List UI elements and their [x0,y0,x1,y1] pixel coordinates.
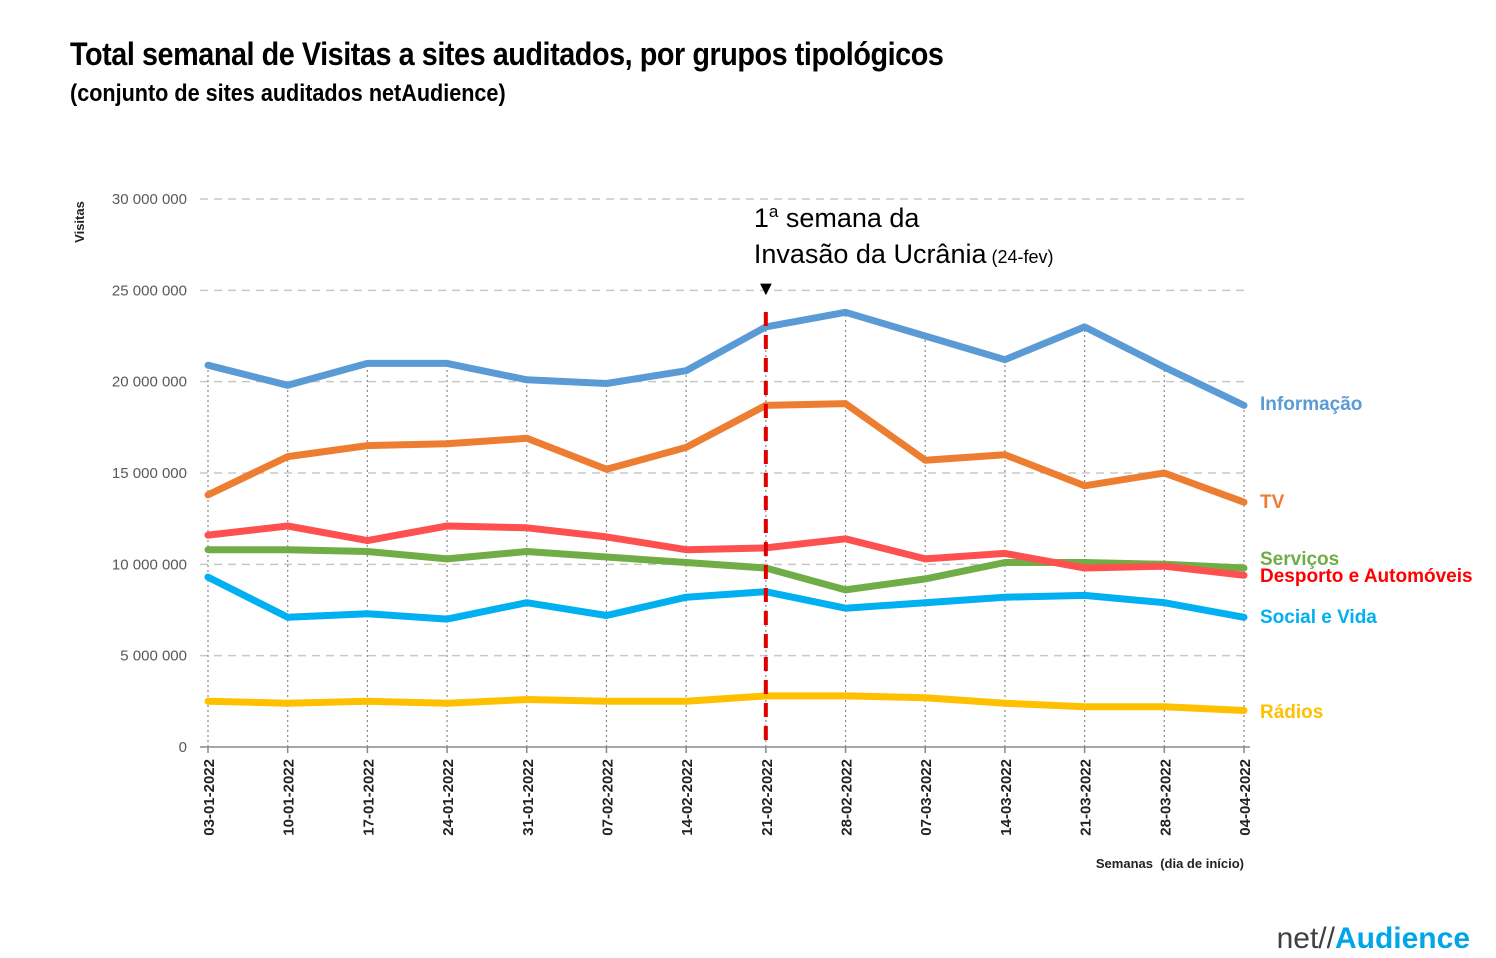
x-tick-label: 03-01-2022 [201,759,218,836]
x-tick-label: 21-02-2022 [759,759,776,836]
y-tick-label: 0 [179,739,187,756]
invasion-annotation: ▼ 1a semana da Invasão da Ucrânia (24-fev) [754,202,1054,747]
series-label: Informação [1260,394,1362,415]
annotation-number: 1 [754,203,769,233]
x-tick-label: 14-02-2022 [679,759,696,836]
series-line [204,522,1248,579]
annotation-rest: semana da [778,203,920,233]
series-label: Social e Vida [1260,607,1377,628]
series-line [204,308,1248,409]
x-tick-label: 10-01-2022 [281,759,298,836]
annotation-marker: ▼ [756,278,776,300]
series-label: Desporto e Automóveis [1260,566,1473,587]
y-tick-label: 10 000 000 [112,556,187,573]
x-tick-label: 04-04-2022 [1237,759,1254,836]
netaudience-logo: net//Audience [1277,922,1470,955]
chart-subtitle: (conjunto de sites auditados netAudience… [70,80,506,107]
y-axis-label: Visitas [72,201,87,243]
x-tick-label: 31-01-2022 [520,759,537,836]
series-label: TV [1260,492,1285,513]
y-axis-ticks: 0 5 000 000 10 000 000 15 000 000 20 000 000… [112,191,187,756]
x-axis-label: Semanas (dia de início) [1096,856,1244,871]
x-tick-label: 07-03-2022 [918,759,935,836]
annotation-text: Invasão da Ucrânia [754,239,988,269]
y-tick-label: 15 000 000 [112,465,187,482]
logo-net: net// [1277,922,1336,955]
series-line [204,400,1248,506]
x-tick-label: 28-03-2022 [1157,759,1174,836]
series-line [204,573,1248,623]
x-tick-label: 07-02-2022 [599,759,616,836]
y-tick-label: 25 000 000 [112,282,187,299]
gridlines [200,198,1250,753]
x-tick-label: 17-01-2022 [360,759,377,836]
chart-title: Total semanal de Visitas a sites auditad… [70,36,944,72]
series-label: Serviços [1260,549,1339,570]
y-tick-label: 5 000 000 [120,648,187,665]
x-axis-ticks: 03-01-2022 10-01-2022 17-01-2022 24-01-2022… [201,759,1254,836]
svg-text:net//Audience: net//Audience [1277,922,1470,955]
x-tick-label: 14-03-2022 [998,759,1015,836]
series-line [204,692,1248,714]
y-tick-label: 30 000 000 [112,191,187,208]
annotation-line1: 1a semana da [754,202,921,233]
y-tick-label: 20 000 000 [112,374,187,391]
x-tick-label: 24-01-2022 [440,759,457,836]
series-label: Rádios [1260,702,1323,723]
x-tick-label: 21-03-2022 [1078,759,1095,836]
annotation-sup: a [769,202,779,221]
annotation-date: (24-fev) [986,247,1053,267]
x-tick-label: 28-02-2022 [839,759,856,836]
logo-audience: Audience [1335,922,1470,955]
series-lines [204,308,1248,714]
annotation-line2: Invasão da Ucrânia (24-fev) [754,239,1054,269]
